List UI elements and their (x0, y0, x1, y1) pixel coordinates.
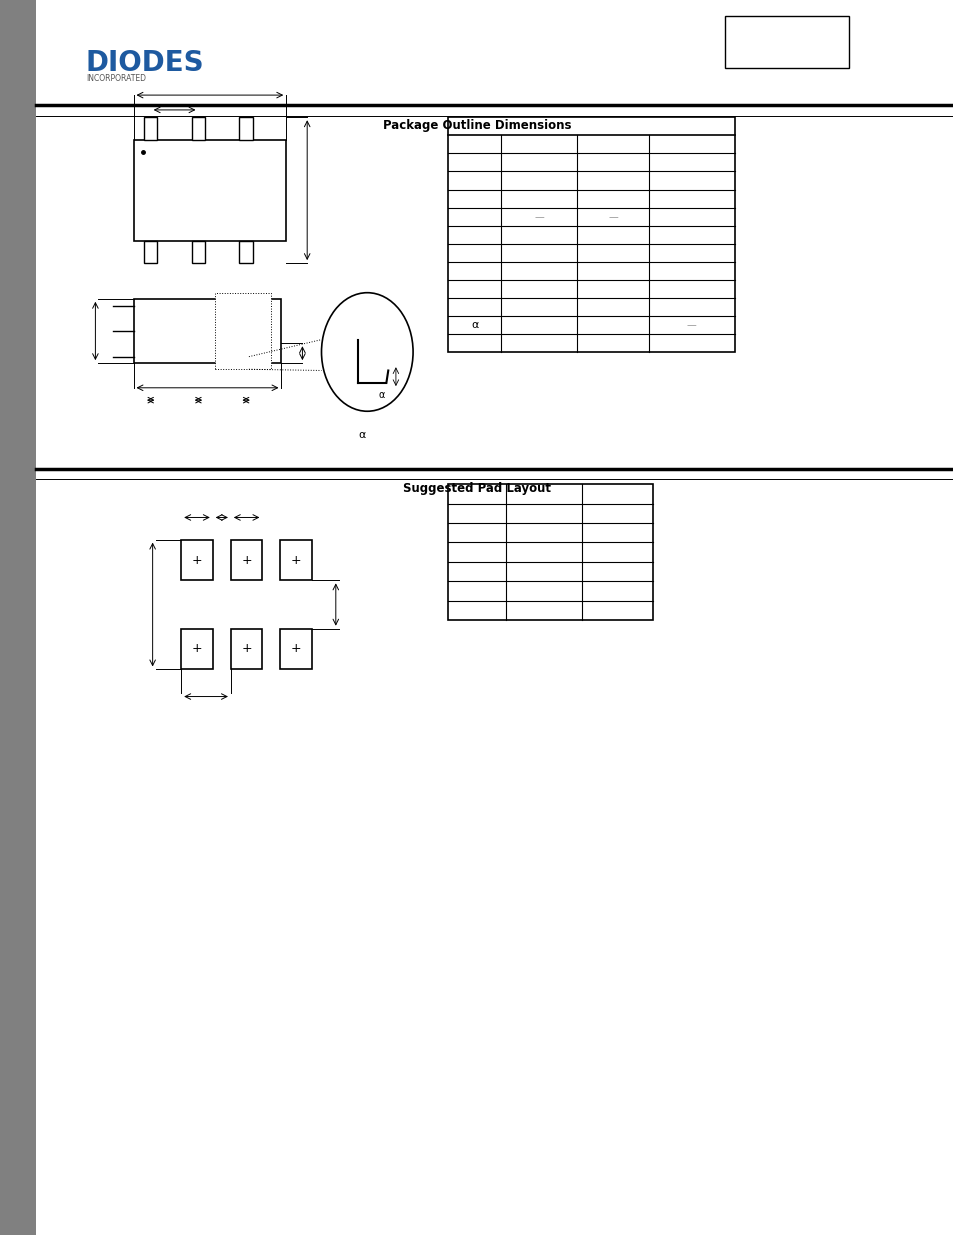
Bar (133, 299, 281, 363)
Bar (448, 484, 653, 620)
Bar (192, 241, 205, 263)
Text: +: + (291, 642, 301, 656)
Bar (133, 140, 286, 241)
Text: INCORPORATED: INCORPORATED (86, 74, 146, 83)
Text: +: + (192, 553, 202, 567)
Bar (724, 16, 848, 68)
Bar (144, 117, 157, 140)
Text: α: α (358, 430, 366, 440)
Bar (181, 629, 213, 669)
Text: α: α (471, 320, 477, 330)
Bar (181, 540, 213, 580)
Bar (280, 540, 312, 580)
Text: Suggested Pad Layout: Suggested Pad Layout (402, 482, 551, 495)
Bar (231, 540, 262, 580)
Bar (192, 117, 205, 140)
Text: α: α (378, 390, 384, 400)
Text: —: — (607, 211, 618, 221)
Bar (144, 241, 157, 263)
Text: +: + (241, 642, 252, 656)
Bar (448, 117, 734, 352)
Bar (231, 629, 262, 669)
Text: +: + (241, 553, 252, 567)
Text: DIODES: DIODES (86, 49, 204, 78)
Bar (214, 293, 271, 369)
Bar (280, 629, 312, 669)
Text: +: + (192, 642, 202, 656)
Text: Package Outline Dimensions: Package Outline Dimensions (382, 119, 571, 132)
Text: —: — (534, 211, 543, 221)
Text: +: + (291, 553, 301, 567)
Text: —: — (686, 320, 696, 330)
Bar (239, 117, 253, 140)
Bar (239, 241, 253, 263)
Bar (0, 0, 36, 1235)
